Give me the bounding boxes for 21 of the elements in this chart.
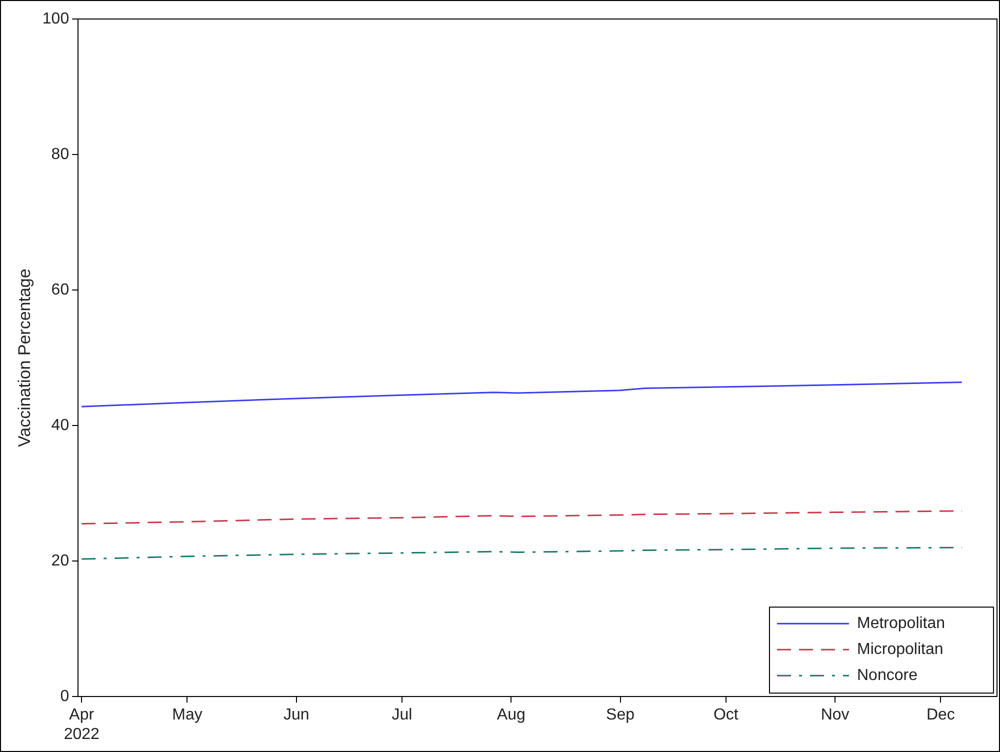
x-tick-label: May [172,706,202,724]
y-tick-label: 0 [60,688,70,706]
line-series [80,546,963,560]
x-tick-label: Apr 2022 [64,706,100,743]
x-tick-label: Oct [713,706,739,724]
x-tick-label: Sep [606,706,635,724]
legend-label: Micropolitan [857,641,944,658]
x-tick-label: Jun [283,706,310,724]
line-series [80,510,963,525]
y-axis-title: Vaccination Percentage [14,268,34,447]
y-tick-label: 100 [42,10,70,28]
y-tick-label: 80 [51,146,70,163]
x-tick-label: Dec [926,706,955,724]
legend-label: Noncore [857,667,918,684]
x-tick-label: Nov [820,706,850,724]
y-tick-label: 20 [51,552,70,570]
x-tick-label: Jul [392,706,412,724]
y-tick-label: 60 [51,281,70,298]
y-tick-label: 40 [51,416,70,434]
x-tick-label: Aug [496,706,526,724]
legend-label: Metropolitan [857,615,946,632]
